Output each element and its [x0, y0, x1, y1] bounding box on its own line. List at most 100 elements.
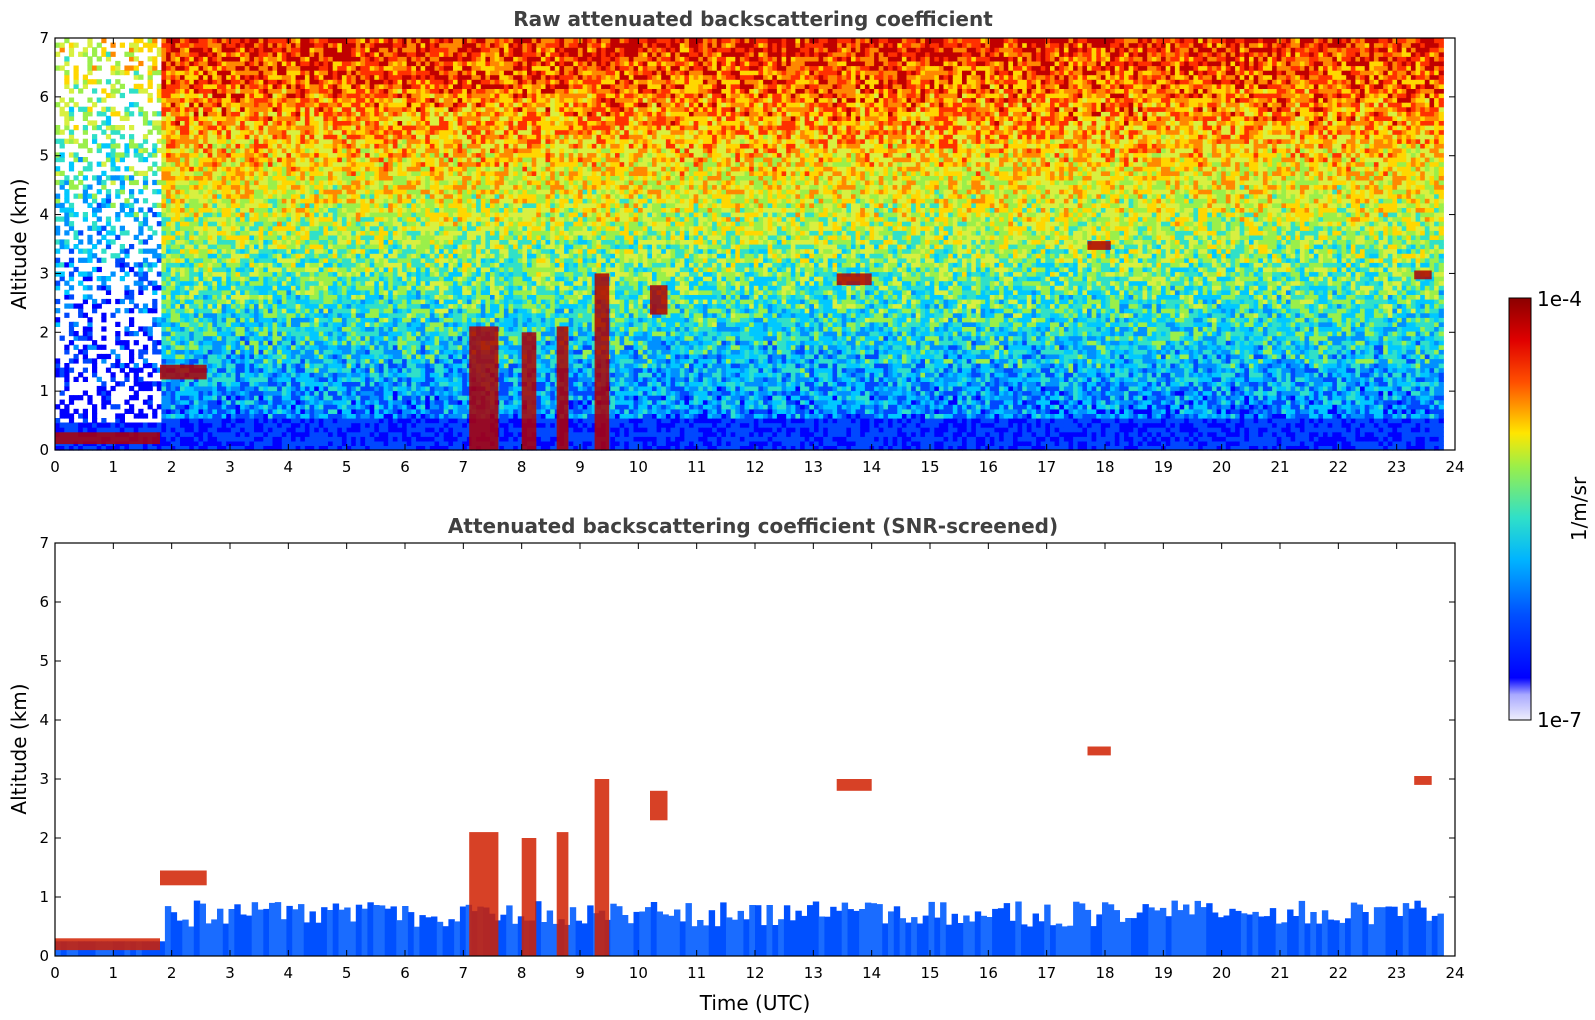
- heatmap-cell: [82, 376, 88, 382]
- heatmap-cell: [309, 404, 315, 410]
- heatmap-cell: [212, 115, 218, 121]
- heatmap-cell: [263, 38, 269, 44]
- heatmap-cell: [166, 129, 172, 135]
- heatmap-cell: [147, 120, 153, 126]
- heatmap-cell: [369, 385, 375, 392]
- heatmap-cell: [235, 189, 241, 195]
- heatmap-cell: [166, 179, 172, 186]
- heatmap-cell: [351, 271, 357, 277]
- heatmap-cell: [267, 88, 274, 94]
- heatmap-cell: [189, 184, 195, 190]
- heatmap-cell: [304, 280, 311, 286]
- heatmap-cell: [323, 47, 329, 53]
- heatmap-cell: [309, 390, 315, 396]
- heatmap-cell: [212, 83, 218, 89]
- heatmap-cell: [230, 381, 237, 387]
- heatmap-cell: [147, 422, 153, 428]
- heatmap-cell: [291, 376, 297, 382]
- heatmap-cell: [175, 97, 181, 103]
- heatmap-cell: [360, 385, 366, 392]
- heatmap-cell: [281, 289, 287, 295]
- heatmap-cell: [189, 147, 195, 154]
- heatmap-cell: [291, 344, 297, 350]
- heatmap-cell: [346, 262, 352, 268]
- heatmap-cell: [189, 102, 195, 108]
- heatmap-cell: [119, 381, 125, 387]
- heatmap-cell: [360, 106, 366, 112]
- heatmap-cell: [230, 404, 237, 410]
- heatmap-cell: [78, 170, 84, 176]
- heatmap-cell: [217, 358, 223, 364]
- heatmap-cell: [267, 70, 274, 76]
- heatmap-cell: [258, 289, 264, 295]
- heatmap-cell: [207, 422, 213, 428]
- heatmap-cell: [92, 344, 98, 350]
- heatmap-cell: [304, 399, 311, 405]
- heatmap-cell: [170, 353, 176, 360]
- heatmap-cell: [244, 385, 250, 392]
- heatmap-cell: [314, 445, 320, 451]
- heatmap-cell: [360, 120, 366, 126]
- heatmap-cell: [314, 413, 320, 419]
- heatmap-cell: [263, 198, 269, 204]
- heatmap-cell: [207, 147, 213, 154]
- heatmap-cell: [68, 111, 75, 117]
- heatmap-cell: [323, 221, 329, 227]
- heatmap-cell: [314, 166, 320, 172]
- heatmap-cell: [281, 175, 287, 181]
- heatmap-cell: [323, 175, 329, 181]
- heatmap-cell: [360, 422, 366, 428]
- heatmap-cell: [170, 47, 176, 53]
- heatmap-cell: [217, 294, 223, 300]
- heatmap-cell: [355, 427, 361, 433]
- heatmap-cell: [235, 294, 241, 300]
- heatmap-cell: [142, 184, 149, 190]
- heatmap-cell: [328, 358, 334, 364]
- heatmap-cell: [198, 381, 204, 387]
- heatmap-cell: [346, 331, 352, 337]
- heatmap-cell: [244, 138, 250, 144]
- heatmap-cell: [304, 207, 311, 213]
- heatmap-cell: [152, 179, 158, 186]
- heatmap-cell: [105, 445, 112, 451]
- heatmap-cell: [244, 125, 250, 131]
- heatmap-cell: [267, 262, 274, 268]
- heatmap-cell: [309, 317, 315, 323]
- heatmap-cell: [230, 376, 237, 382]
- heatmap-cell: [314, 257, 320, 263]
- heatmap-cell: [328, 381, 334, 387]
- heatmap-cell: [300, 88, 306, 94]
- heatmap-cell: [355, 202, 361, 208]
- heatmap-cell: [332, 271, 338, 277]
- heatmap-cell: [184, 298, 190, 305]
- heatmap-cell: [180, 418, 186, 424]
- heatmap-cell: [272, 184, 278, 190]
- heatmap-cell: [360, 266, 366, 273]
- heatmap-cell: [152, 445, 158, 451]
- heatmap-cell: [170, 294, 176, 300]
- heatmap-cell: [203, 262, 209, 268]
- heatmap-cell: [286, 198, 292, 204]
- heatmap-cell: [170, 170, 176, 176]
- heatmap-cell: [249, 157, 255, 163]
- heatmap-cell: [59, 157, 65, 163]
- heatmap-cell: [240, 38, 246, 44]
- heatmap-cell: [300, 60, 306, 67]
- heatmap-cell: [193, 193, 199, 199]
- heatmap-cell: [258, 367, 264, 373]
- heatmap-cell: [110, 65, 116, 71]
- heatmap-cell: [328, 106, 334, 112]
- heatmap-cell: [180, 88, 186, 94]
- heatmap-cell: [189, 239, 195, 245]
- heatmap-cell: [365, 358, 371, 364]
- heatmap-cell: [207, 285, 213, 291]
- heatmap-cell: [207, 253, 213, 259]
- heatmap-cell: [355, 184, 361, 190]
- heatmap-cell: [360, 399, 366, 405]
- heatmap-cell: [226, 166, 232, 172]
- heatmap-cell: [286, 367, 292, 373]
- heatmap-cell: [147, 42, 153, 48]
- heatmap-cell: [166, 276, 172, 282]
- heatmap-cell: [263, 248, 269, 254]
- heatmap-cell: [291, 138, 297, 144]
